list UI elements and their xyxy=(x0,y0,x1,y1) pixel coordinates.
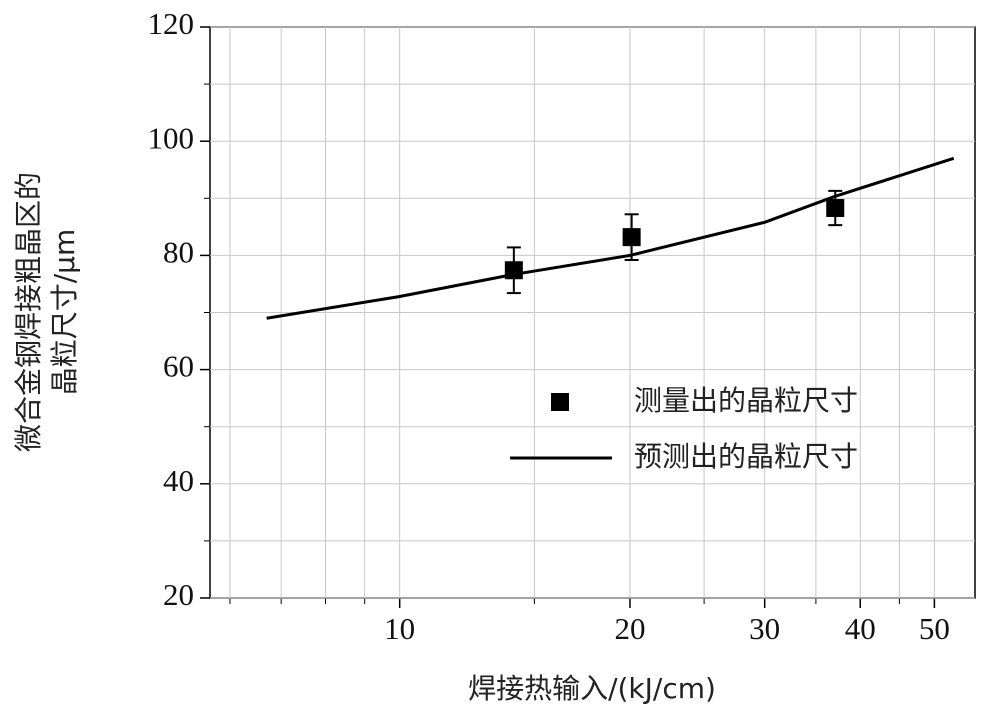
y-axis-label: 微合金钢焊接粗晶区的 xyxy=(12,172,45,452)
y-tick-label: 100 xyxy=(148,120,195,155)
y-axis-label: 晶粒尺寸/μm xyxy=(48,229,81,396)
legend-label: 测量出的晶粒尺寸 xyxy=(634,384,858,417)
y-tick-label: 40 xyxy=(163,463,194,498)
x-tick-label: 10 xyxy=(384,611,415,646)
x-tick-label: 50 xyxy=(919,611,950,646)
x-tick-label: 40 xyxy=(845,611,876,646)
legend-marker xyxy=(551,393,569,411)
line xyxy=(266,156,955,320)
legend-label: 预测出的晶粒尺寸 xyxy=(634,440,858,473)
y-tick-label: 120 xyxy=(148,6,195,41)
y-tick-label: 80 xyxy=(163,235,194,270)
x-tick-label: 30 xyxy=(749,611,780,646)
marker xyxy=(826,199,845,218)
x-tick-label: 20 xyxy=(614,611,645,646)
y-tick-label: 20 xyxy=(163,577,194,612)
marker xyxy=(622,228,641,247)
x-axis-label: 焊接热输入/(kJ/cm) xyxy=(468,672,716,705)
y-tick-label: 60 xyxy=(163,349,194,384)
